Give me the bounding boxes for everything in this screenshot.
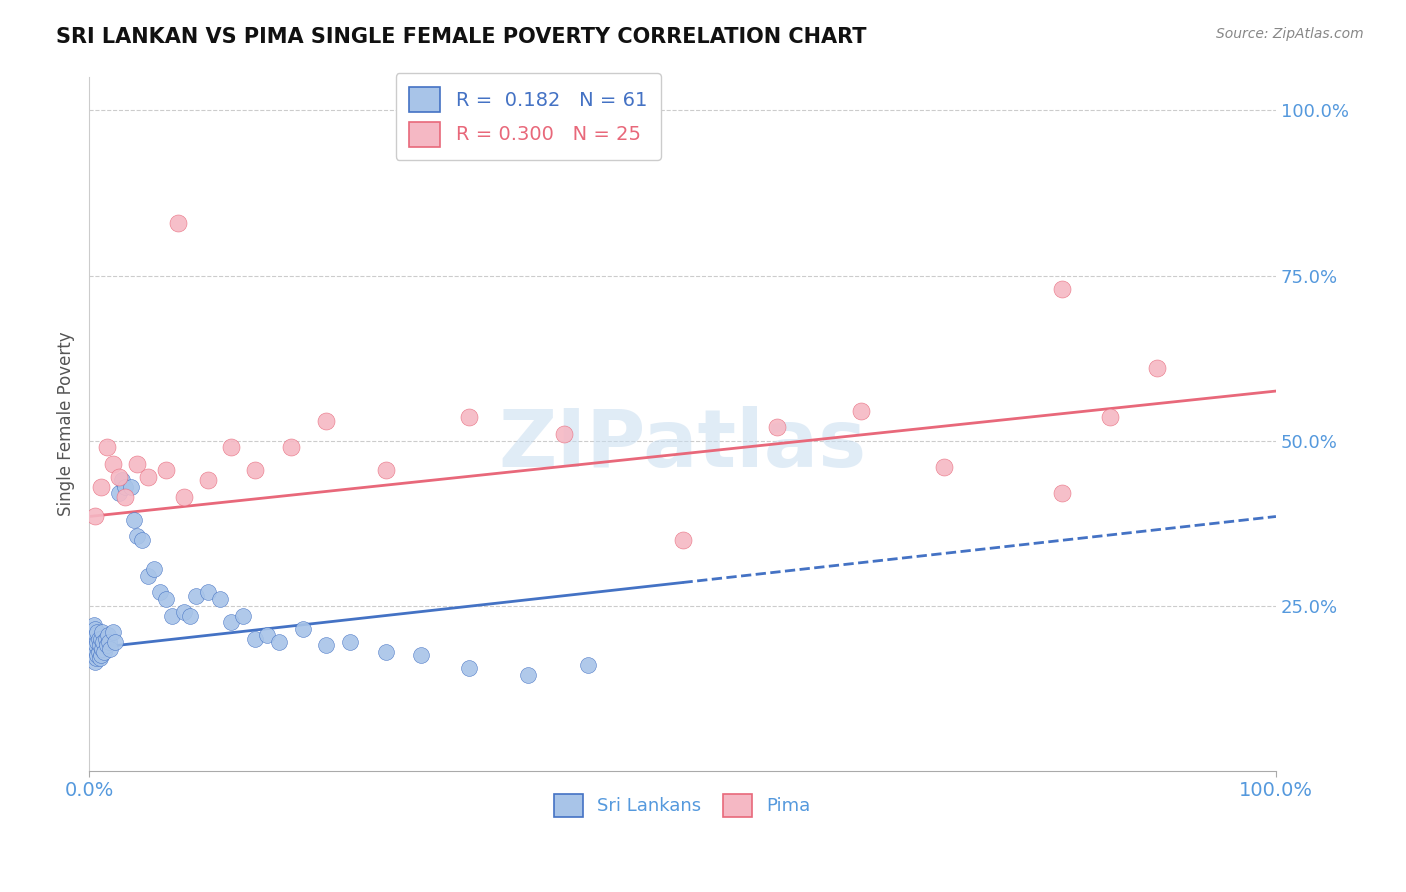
Point — [80, 648, 103, 662]
Point — [1098, 410, 1121, 425]
Point — [96, 638, 118, 652]
Point — [457, 661, 479, 675]
Point — [104, 635, 127, 649]
Point — [84, 509, 107, 524]
Point — [100, 641, 122, 656]
Point — [86, 648, 108, 662]
Point — [87, 645, 110, 659]
Point — [84, 632, 107, 646]
Point — [89, 638, 111, 652]
Point — [83, 641, 105, 656]
Point — [138, 569, 160, 583]
Point — [197, 473, 219, 487]
Point — [173, 605, 195, 619]
Point — [87, 632, 110, 646]
Point — [221, 615, 243, 629]
Point — [93, 645, 115, 659]
Point — [149, 585, 172, 599]
Point — [91, 625, 114, 640]
Text: Source: ZipAtlas.com: Source: ZipAtlas.com — [1216, 27, 1364, 41]
Point — [766, 420, 789, 434]
Point — [131, 533, 153, 547]
Point — [114, 490, 136, 504]
Point — [576, 658, 599, 673]
Point — [84, 655, 107, 669]
Point — [98, 635, 121, 649]
Point — [173, 490, 195, 504]
Point — [138, 470, 160, 484]
Point — [1052, 486, 1074, 500]
Point — [208, 592, 231, 607]
Point — [120, 480, 142, 494]
Point — [84, 628, 107, 642]
Point — [232, 608, 254, 623]
Point — [245, 632, 267, 646]
Point — [84, 622, 107, 636]
Point — [267, 635, 290, 649]
Point — [107, 470, 129, 484]
Point — [83, 618, 105, 632]
Point — [339, 635, 361, 649]
Point — [160, 608, 183, 623]
Text: SRI LANKAN VS PIMA SINGLE FEMALE POVERTY CORRELATION CHART: SRI LANKAN VS PIMA SINGLE FEMALE POVERTY… — [56, 27, 866, 46]
Text: ZIPatlas: ZIPatlas — [498, 406, 866, 483]
Y-axis label: Single Female Poverty: Single Female Poverty — [58, 332, 75, 516]
Point — [457, 410, 479, 425]
Point — [111, 473, 134, 487]
Point — [221, 440, 243, 454]
Point — [256, 628, 278, 642]
Point — [374, 645, 396, 659]
Point — [101, 457, 124, 471]
Legend: Sri Lankans, Pima: Sri Lankans, Pima — [547, 787, 818, 824]
Point — [155, 463, 177, 477]
Point — [315, 638, 337, 652]
Point — [91, 635, 114, 649]
Point — [932, 460, 955, 475]
Point — [107, 486, 129, 500]
Point — [90, 480, 112, 494]
Point — [197, 585, 219, 599]
Point — [89, 651, 111, 665]
Point — [91, 641, 114, 656]
Point — [245, 463, 267, 477]
Point — [671, 533, 693, 547]
Point — [374, 463, 396, 477]
Point — [143, 562, 166, 576]
Point — [553, 427, 575, 442]
Point — [125, 529, 148, 543]
Point — [84, 638, 107, 652]
Point — [101, 625, 124, 640]
Point — [122, 513, 145, 527]
Point — [291, 622, 314, 636]
Point — [94, 632, 117, 646]
Point — [86, 625, 108, 640]
Point — [90, 648, 112, 662]
Point — [179, 608, 201, 623]
Point — [82, 635, 104, 649]
Point — [1052, 282, 1074, 296]
Point — [849, 404, 872, 418]
Point — [82, 625, 104, 640]
Point — [315, 414, 337, 428]
Point — [114, 480, 136, 494]
Point — [1146, 360, 1168, 375]
Point — [184, 589, 207, 603]
Point — [280, 440, 302, 454]
Point — [84, 651, 107, 665]
Point — [86, 635, 108, 649]
Point — [96, 440, 118, 454]
Point — [125, 457, 148, 471]
Point — [517, 668, 540, 682]
Point — [411, 648, 433, 662]
Point — [90, 632, 112, 646]
Point — [167, 216, 190, 230]
Point — [155, 592, 177, 607]
Point — [97, 628, 120, 642]
